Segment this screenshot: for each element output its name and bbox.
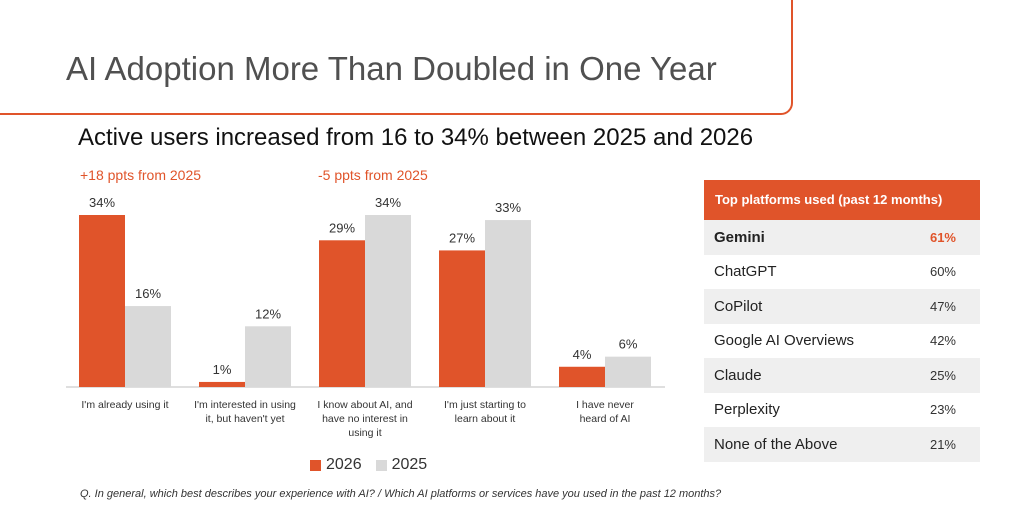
category-label-2-1: have no interest in — [322, 413, 408, 425]
data-label-2026-4: 4% — [573, 347, 592, 362]
legend-label-2025: 2025 — [391, 456, 428, 473]
annotation-already-using: +18 ppts from 2025 — [80, 167, 202, 183]
platform-percent: 47% — [929, 298, 956, 314]
legend-item-2026: 2026 — [310, 456, 362, 474]
platform-row: None of the Above 21% — [704, 427, 980, 462]
bar-2025-0 — [125, 306, 171, 387]
platform-percent: 60% — [929, 264, 956, 280]
bar-2025-4 — [605, 356, 651, 387]
category-label-4-0: I have never — [576, 399, 634, 411]
chart-legend: 2026 2025 — [310, 456, 427, 474]
platform-name: ChatGPT — [714, 263, 777, 281]
platforms-header: Top platforms used (past 12 months) — [704, 180, 980, 220]
bar-2025-3 — [485, 220, 531, 387]
data-label-2025-1: 12% — [255, 306, 281, 321]
title-box — [0, 0, 793, 115]
data-label-2026-0: 34% — [89, 195, 115, 210]
data-label-2025-3: 33% — [495, 200, 521, 215]
category-label-2-0: I know about AI, and — [317, 399, 412, 411]
legend-item-2025: 2025 — [375, 456, 428, 474]
category-label-1-0: I'm interested in using — [194, 399, 296, 411]
platform-row: Claude 25% — [704, 358, 980, 393]
platform-name: Google AI Overviews — [714, 332, 855, 350]
data-label-2026-2: 29% — [329, 220, 355, 235]
legend-label-2026: 2026 — [326, 456, 362, 473]
page-title: AI Adoption More Than Doubled in One Yea… — [66, 50, 717, 87]
bar-chart: 34% 16% I'm already using it 1% 12% I'm inter… — [66, 195, 665, 439]
footnote: Q. In general, which best describes your… — [80, 488, 722, 500]
data-label-2025-2: 34% — [375, 195, 401, 210]
annotation-no-interest: -5 ppts from 2025 — [318, 167, 428, 183]
bar-2026-3 — [439, 250, 485, 387]
platform-row: Gemini 61% — [704, 220, 980, 255]
category-label-3-1: learn about it — [455, 413, 516, 425]
category-label-2-2: using it — [348, 427, 381, 439]
data-label-2025-4: 6% — [619, 337, 638, 352]
platform-percent: 61% — [929, 229, 956, 245]
platforms-table: Top platforms used (past 12 months) Gemi… — [704, 180, 980, 462]
category-label-3-0: I'm just starting to — [444, 399, 526, 411]
legend-swatch-2025 — [375, 459, 387, 471]
data-label-2026-1: 1% — [213, 362, 232, 377]
bar-2026-4 — [559, 366, 605, 387]
platform-name: CoPilot — [714, 297, 763, 315]
category-label-4-1: heard of AI — [580, 413, 631, 425]
platform-row: CoPilot 47% — [704, 289, 980, 324]
platform-row: ChatGPT 60% — [704, 255, 980, 290]
category-label-0-0: I'm already using it — [81, 399, 168, 411]
platform-name: Claude — [714, 366, 762, 384]
bar-2025-2 — [365, 215, 411, 387]
platform-row: Google AI Overviews 42% — [704, 324, 980, 359]
platform-percent: 23% — [929, 402, 956, 418]
platform-name: Gemini — [714, 228, 765, 246]
platforms-rows: Gemini 61% ChatGPT 60% CoPilot 47% Google AI O… — [704, 220, 980, 462]
bar-2025-1 — [245, 326, 291, 387]
bar-2026-1 — [199, 381, 245, 387]
data-label-2026-3: 27% — [449, 230, 475, 245]
platform-row: Perplexity 23% — [704, 393, 980, 428]
platform-name: Perplexity — [714, 401, 780, 419]
legend-swatch-2026 — [310, 459, 321, 471]
bar-2026-2 — [319, 240, 365, 387]
platform-percent: 21% — [929, 436, 956, 452]
data-label-2025-0: 16% — [135, 286, 161, 301]
platform-percent: 42% — [929, 333, 956, 349]
category-label-1-1: it, but haven't yet — [205, 413, 284, 425]
platform-percent: 25% — [929, 367, 956, 383]
platform-name: None of the Above — [714, 435, 838, 453]
bar-2026-0 — [79, 215, 125, 387]
page-subtitle: Active users increased from 16 to 34% be… — [78, 124, 754, 151]
